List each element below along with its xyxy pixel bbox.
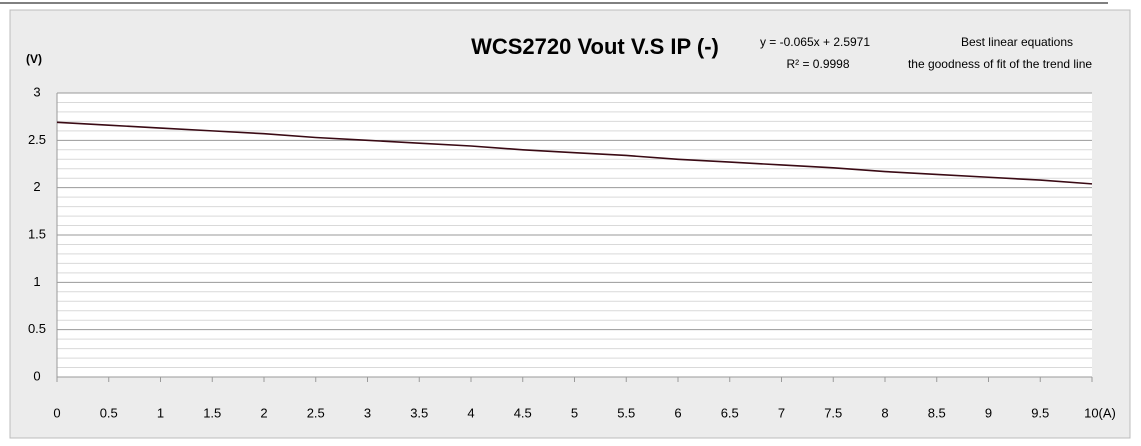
x-tick-label: 3 <box>364 405 371 420</box>
x-tick-label: 8 <box>881 405 888 420</box>
y-tick-label: 2.5 <box>28 132 46 147</box>
y-tick-label: 3 <box>33 84 40 99</box>
y-tick-label: 1.5 <box>28 226 46 241</box>
x-tick-label: 6 <box>674 405 681 420</box>
annotation: Best linear equations <box>961 35 1073 49</box>
x-tick-label: 7.5 <box>824 405 842 420</box>
x-tick-label: 1 <box>157 405 164 420</box>
y-tick-label: 2 <box>33 179 40 194</box>
x-tick-label: 0.5 <box>100 405 118 420</box>
data-line <box>56 121 1093 185</box>
x-tick-label: 5 <box>571 405 578 420</box>
x-tick-label: 6.5 <box>721 405 739 420</box>
annotation: y = -0.065x + 2.5971 <box>760 35 870 49</box>
x-tick-label: 0 <box>53 405 60 420</box>
x-tick-label: 3.5 <box>410 405 428 420</box>
x-tick-label: 2 <box>260 405 267 420</box>
x-tick-label: 4.5 <box>514 405 532 420</box>
x-tick-label: 5.5 <box>617 405 635 420</box>
y-axis-label: (V) <box>26 52 42 66</box>
x-tick-label: 10(A) <box>1084 405 1116 420</box>
x-tick-label: 4 <box>467 405 474 420</box>
x-tick-label: 7 <box>778 405 785 420</box>
annotation: the goodness of fit of the trend line <box>908 57 1092 71</box>
x-tick-label: 1.5 <box>203 405 221 420</box>
y-tick-label: 0.5 <box>28 321 46 336</box>
annotation: R² = 0.9998 <box>786 57 849 71</box>
x-tick-label: 8.5 <box>928 405 946 420</box>
x-tick-label: 9 <box>985 405 992 420</box>
y-tick-label: 0 <box>33 368 40 383</box>
x-tick-label: 9.5 <box>1031 405 1049 420</box>
x-tick-label: 2.5 <box>307 405 325 420</box>
y-tick-label: 1 <box>33 274 40 289</box>
chart-title: WCS2720 Vout V.S IP (-) <box>471 34 719 59</box>
